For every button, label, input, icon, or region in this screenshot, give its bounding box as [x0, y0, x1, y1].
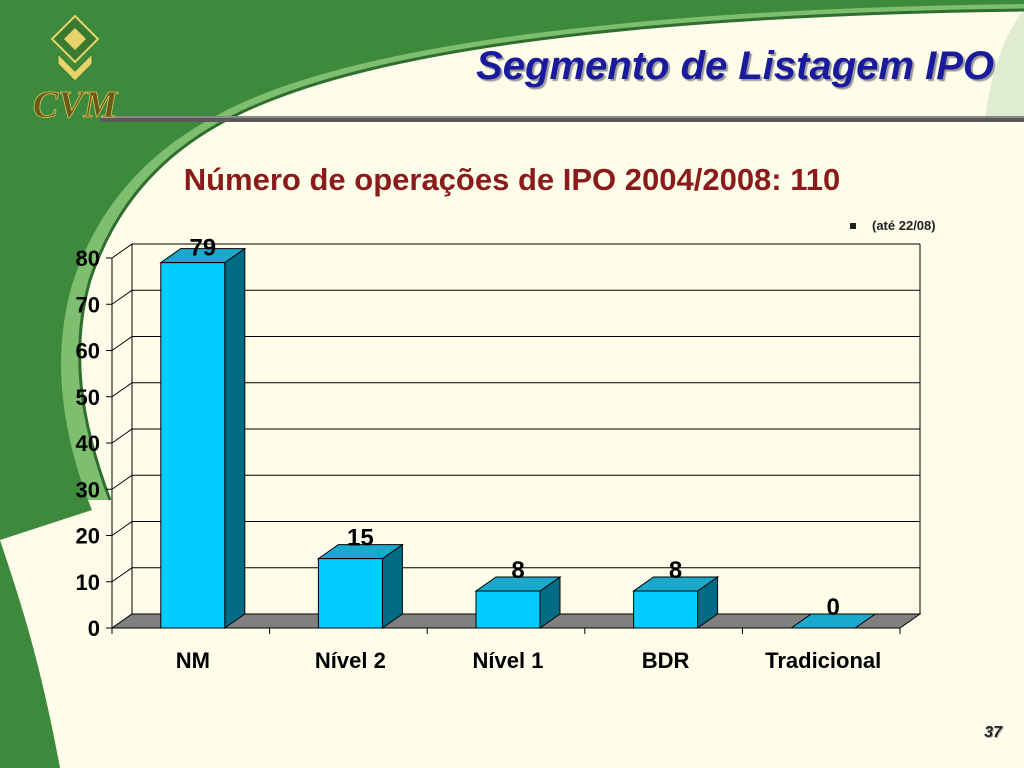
data-label: 8 [669, 557, 682, 584]
y-tick-label: 70 [76, 292, 100, 317]
bar-side [224, 247, 246, 629]
bar [160, 262, 226, 629]
slide-title: Segmento de Listagem IPO [476, 44, 994, 88]
y-tick-label: 30 [76, 477, 100, 502]
svg-text:CVM: CVM [33, 84, 119, 124]
chart-title: Número de operações de IPO 2004/2008: 11… [183, 162, 841, 197]
data-label: 79 [189, 235, 216, 262]
bar [475, 590, 541, 629]
data-label: 15 [347, 525, 374, 552]
x-tick-label: BDR [642, 648, 690, 673]
x-tick-label: NM [176, 648, 210, 673]
date-note-text: (até 22/08) [872, 218, 936, 233]
y-tick-label: 40 [76, 431, 100, 456]
data-label: 8 [511, 557, 524, 584]
page-number: 37 [984, 724, 1002, 741]
bullet-icon [850, 222, 856, 229]
y-tick-label: 60 [76, 339, 100, 364]
x-tick-label: Nível 1 [473, 648, 544, 673]
bar-top [789, 613, 877, 629]
x-tick-label: Nível 2 [315, 648, 386, 673]
y-tick-label: 80 [76, 246, 100, 271]
y-tick-label: 10 [76, 570, 100, 595]
cvm-logo: CVM [18, 14, 133, 126]
y-tick-label: 0 [88, 616, 100, 641]
data-label: 0 [827, 594, 840, 621]
y-tick-label: 50 [76, 385, 100, 410]
bar [633, 590, 699, 629]
y-tick-label: 20 [76, 524, 100, 549]
date-note: (até 22/08) [850, 218, 936, 233]
x-tick-label: Tradicional [765, 648, 881, 673]
bar [317, 558, 383, 629]
